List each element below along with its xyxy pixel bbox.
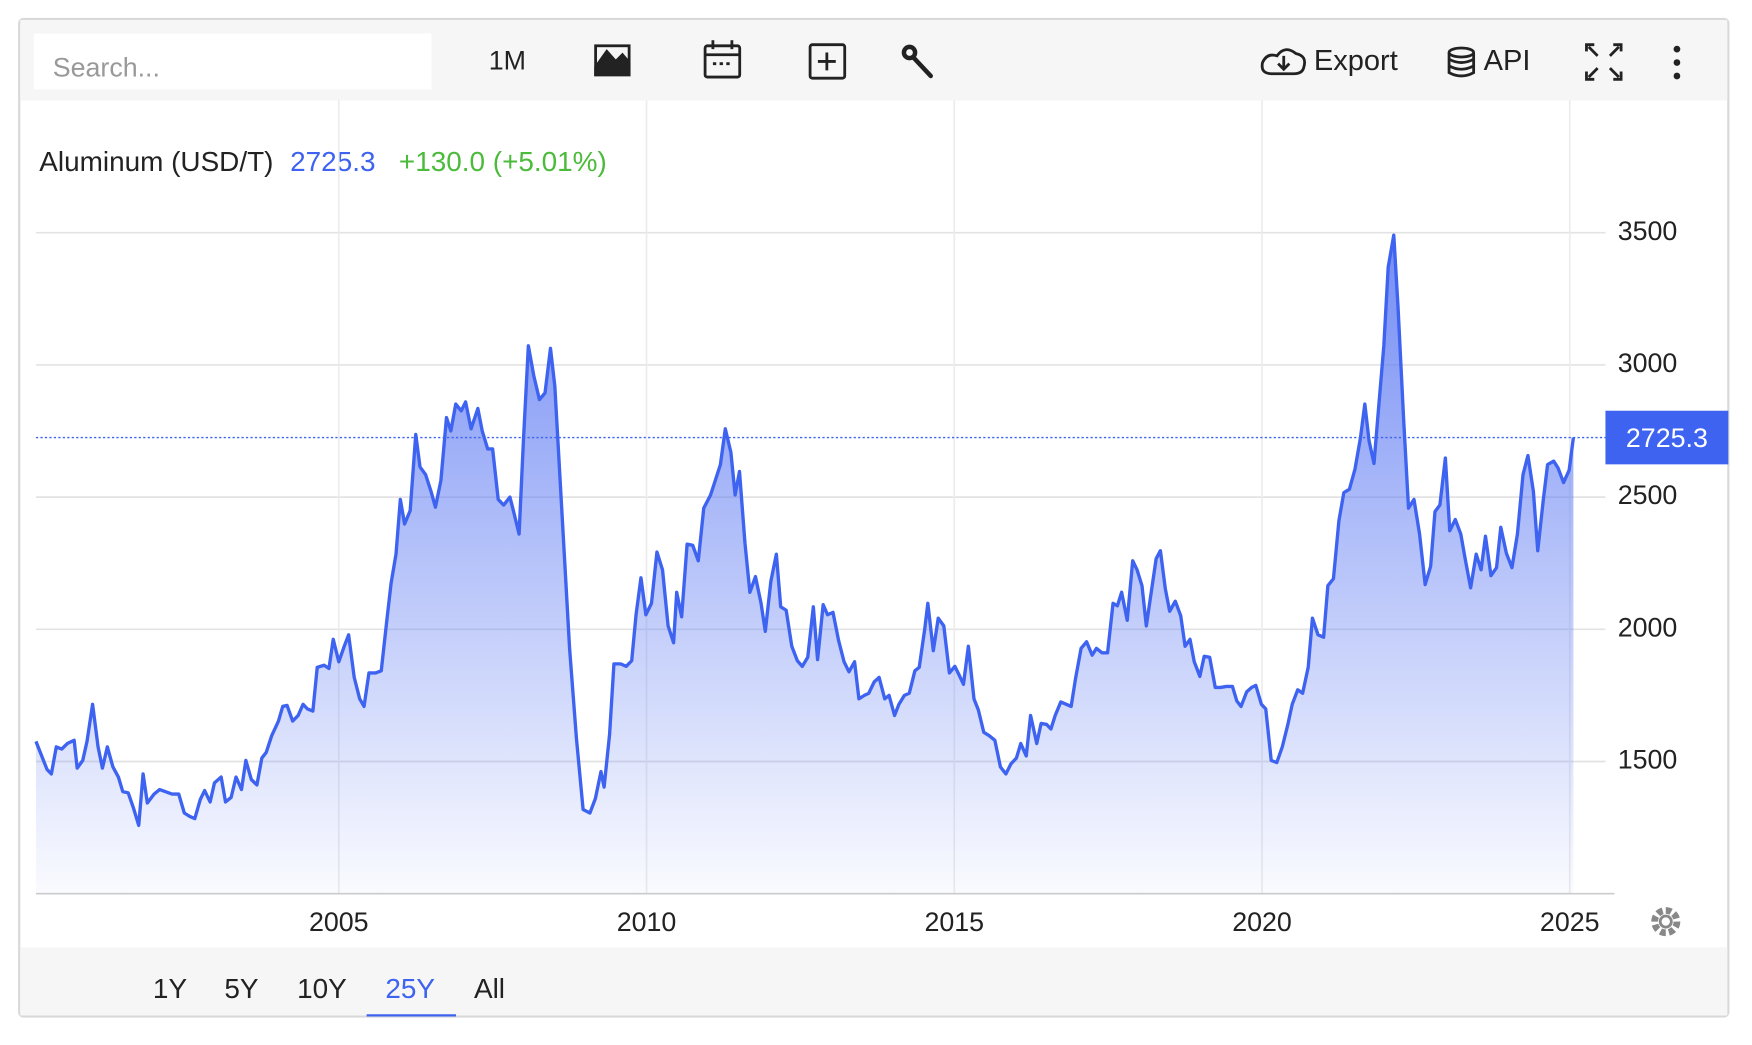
- change: +130.0 (+5.01%): [399, 147, 607, 178]
- y-tick-label: 3500: [1618, 216, 1678, 246]
- tools-icon[interactable]: [901, 44, 933, 79]
- range-buttons: 1Y 5Y 10Y 25Y All: [153, 973, 505, 1017]
- chart-header: Aluminum (USD/T) 2725.3 +130.0 (+5.01%): [39, 147, 606, 178]
- api-icon[interactable]: [1447, 46, 1476, 78]
- calendar-icon[interactable]: [703, 40, 742, 79]
- range-button[interactable]: 5Y: [224, 973, 258, 1004]
- last-value-label: 2725.3: [1626, 423, 1708, 453]
- range-button[interactable]: 1Y: [153, 973, 187, 1004]
- api-button[interactable]: API: [1484, 45, 1531, 77]
- last-value: 2725.3: [290, 147, 375, 178]
- y-tick-label: 2500: [1618, 480, 1678, 510]
- fullscreen-icon[interactable]: [1585, 43, 1623, 81]
- range-button[interactable]: 10Y: [297, 973, 347, 1004]
- x-tick-label: 2025: [1540, 907, 1600, 937]
- range-bar: [20, 947, 1728, 1016]
- line: [34, 233, 1576, 828]
- range-button[interactable]: All: [474, 973, 505, 1004]
- plot: 1500 2000 2500 3000 3500 2005 2010 2015 2020 2025…: [34, 100, 1729, 937]
- x-tick-label: 2005: [309, 907, 369, 937]
- x-tick-label: 2015: [924, 907, 984, 937]
- chart-title: Aluminum (USD/T): [39, 147, 273, 178]
- search-box[interactable]: [33, 33, 432, 90]
- range-button[interactable]: 25Y: [385, 973, 435, 1004]
- area-fill: [35, 235, 1574, 894]
- search-placeholder: Search...: [53, 52, 160, 82]
- x-tick-label: 2010: [617, 907, 677, 937]
- export-icon[interactable]: [1260, 48, 1307, 76]
- settings-icon[interactable]: [1651, 907, 1681, 937]
- export-button[interactable]: Export: [1314, 45, 1398, 77]
- chart-type-icon[interactable]: [594, 44, 631, 77]
- last-value-badge: [1605, 410, 1729, 465]
- y-tick-label: 1500: [1618, 745, 1678, 775]
- y-tick-label: 3000: [1618, 348, 1678, 378]
- compare-icon[interactable]: [808, 43, 847, 80]
- interval-button[interactable]: 1M: [489, 46, 526, 76]
- more-icon[interactable]: [1673, 45, 1681, 80]
- y-tick-label: 2000: [1618, 612, 1678, 642]
- x-tick-label: 2020: [1232, 907, 1292, 937]
